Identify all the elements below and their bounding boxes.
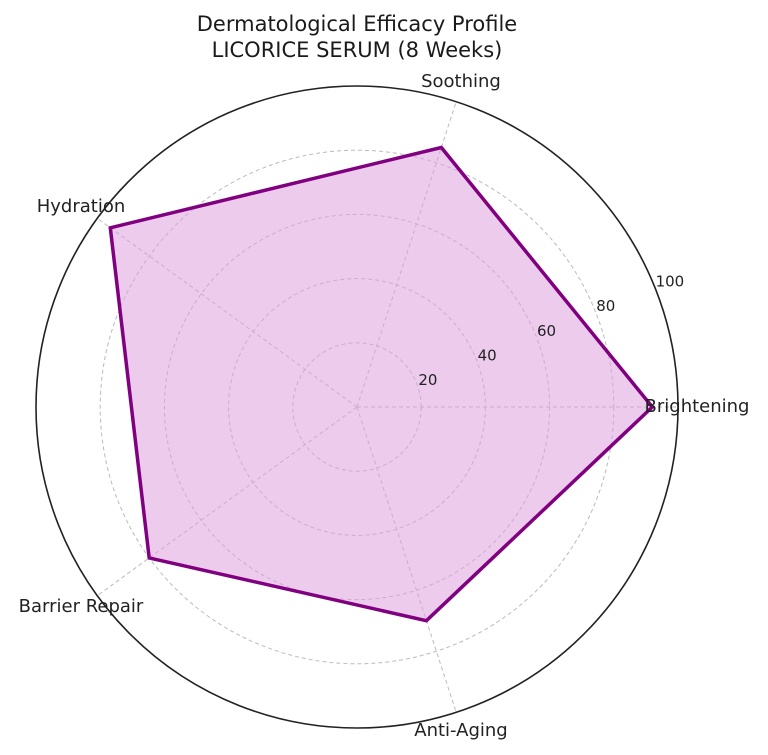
radial-tick-label: 80 [596, 297, 615, 315]
data-layer [108, 145, 655, 623]
axis-label-barrier-repair: Barrier Repair [19, 596, 144, 617]
chart-title-line-1: Dermatological Efficacy Profile [197, 12, 517, 36]
label-layer: 20 40 60 80 100 Brightening Soothing Hydration B… [19, 71, 750, 741]
axis-label-soothing: Soothing [421, 71, 501, 92]
spoke-line [97, 406, 358, 597]
radial-tick-label: 40 [478, 346, 497, 364]
radial-tick-label: 60 [537, 322, 556, 340]
axis-label-brightening: Brightening [645, 396, 750, 417]
axis-label-hydration: Hydration [37, 196, 126, 217]
axis-label-anti-aging: Anti-Aging [414, 720, 507, 741]
outer-frame [35, 85, 679, 729]
spoke-line [356, 406, 457, 713]
series-line [108, 145, 655, 623]
chart-title-line-2: LICORICE SERUM (8 Weeks) [212, 38, 503, 62]
series-area [110, 147, 653, 621]
radial-tick-label: 100 [656, 273, 685, 291]
radial-tick-label: 20 [418, 371, 437, 389]
